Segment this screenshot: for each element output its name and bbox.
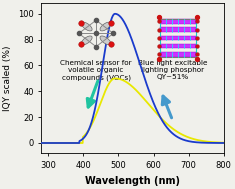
Bar	[160, 27, 196, 32]
Bar	[160, 19, 196, 57]
Y-axis label: IQY scaled (%): IQY scaled (%)	[4, 46, 12, 111]
Bar	[160, 19, 196, 24]
Bar	[160, 36, 196, 40]
Bar	[160, 44, 196, 48]
Bar	[160, 52, 196, 57]
Ellipse shape	[100, 36, 111, 45]
Ellipse shape	[100, 22, 111, 31]
Ellipse shape	[82, 36, 92, 45]
Text: Blue light excitable
lighting phosphor
QY~51%: Blue light excitable lighting phosphor Q…	[138, 60, 207, 80]
X-axis label: Wavelength (nm): Wavelength (nm)	[85, 176, 180, 186]
Text: Chemical sensor for
volatile organic
compounds (VOCs): Chemical sensor for volatile organic com…	[60, 60, 132, 81]
Ellipse shape	[82, 22, 92, 31]
